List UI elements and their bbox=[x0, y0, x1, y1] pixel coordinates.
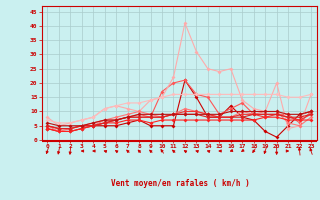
Text: Vent moyen/en rafales ( km/h ): Vent moyen/en rafales ( km/h ) bbox=[111, 179, 250, 188]
